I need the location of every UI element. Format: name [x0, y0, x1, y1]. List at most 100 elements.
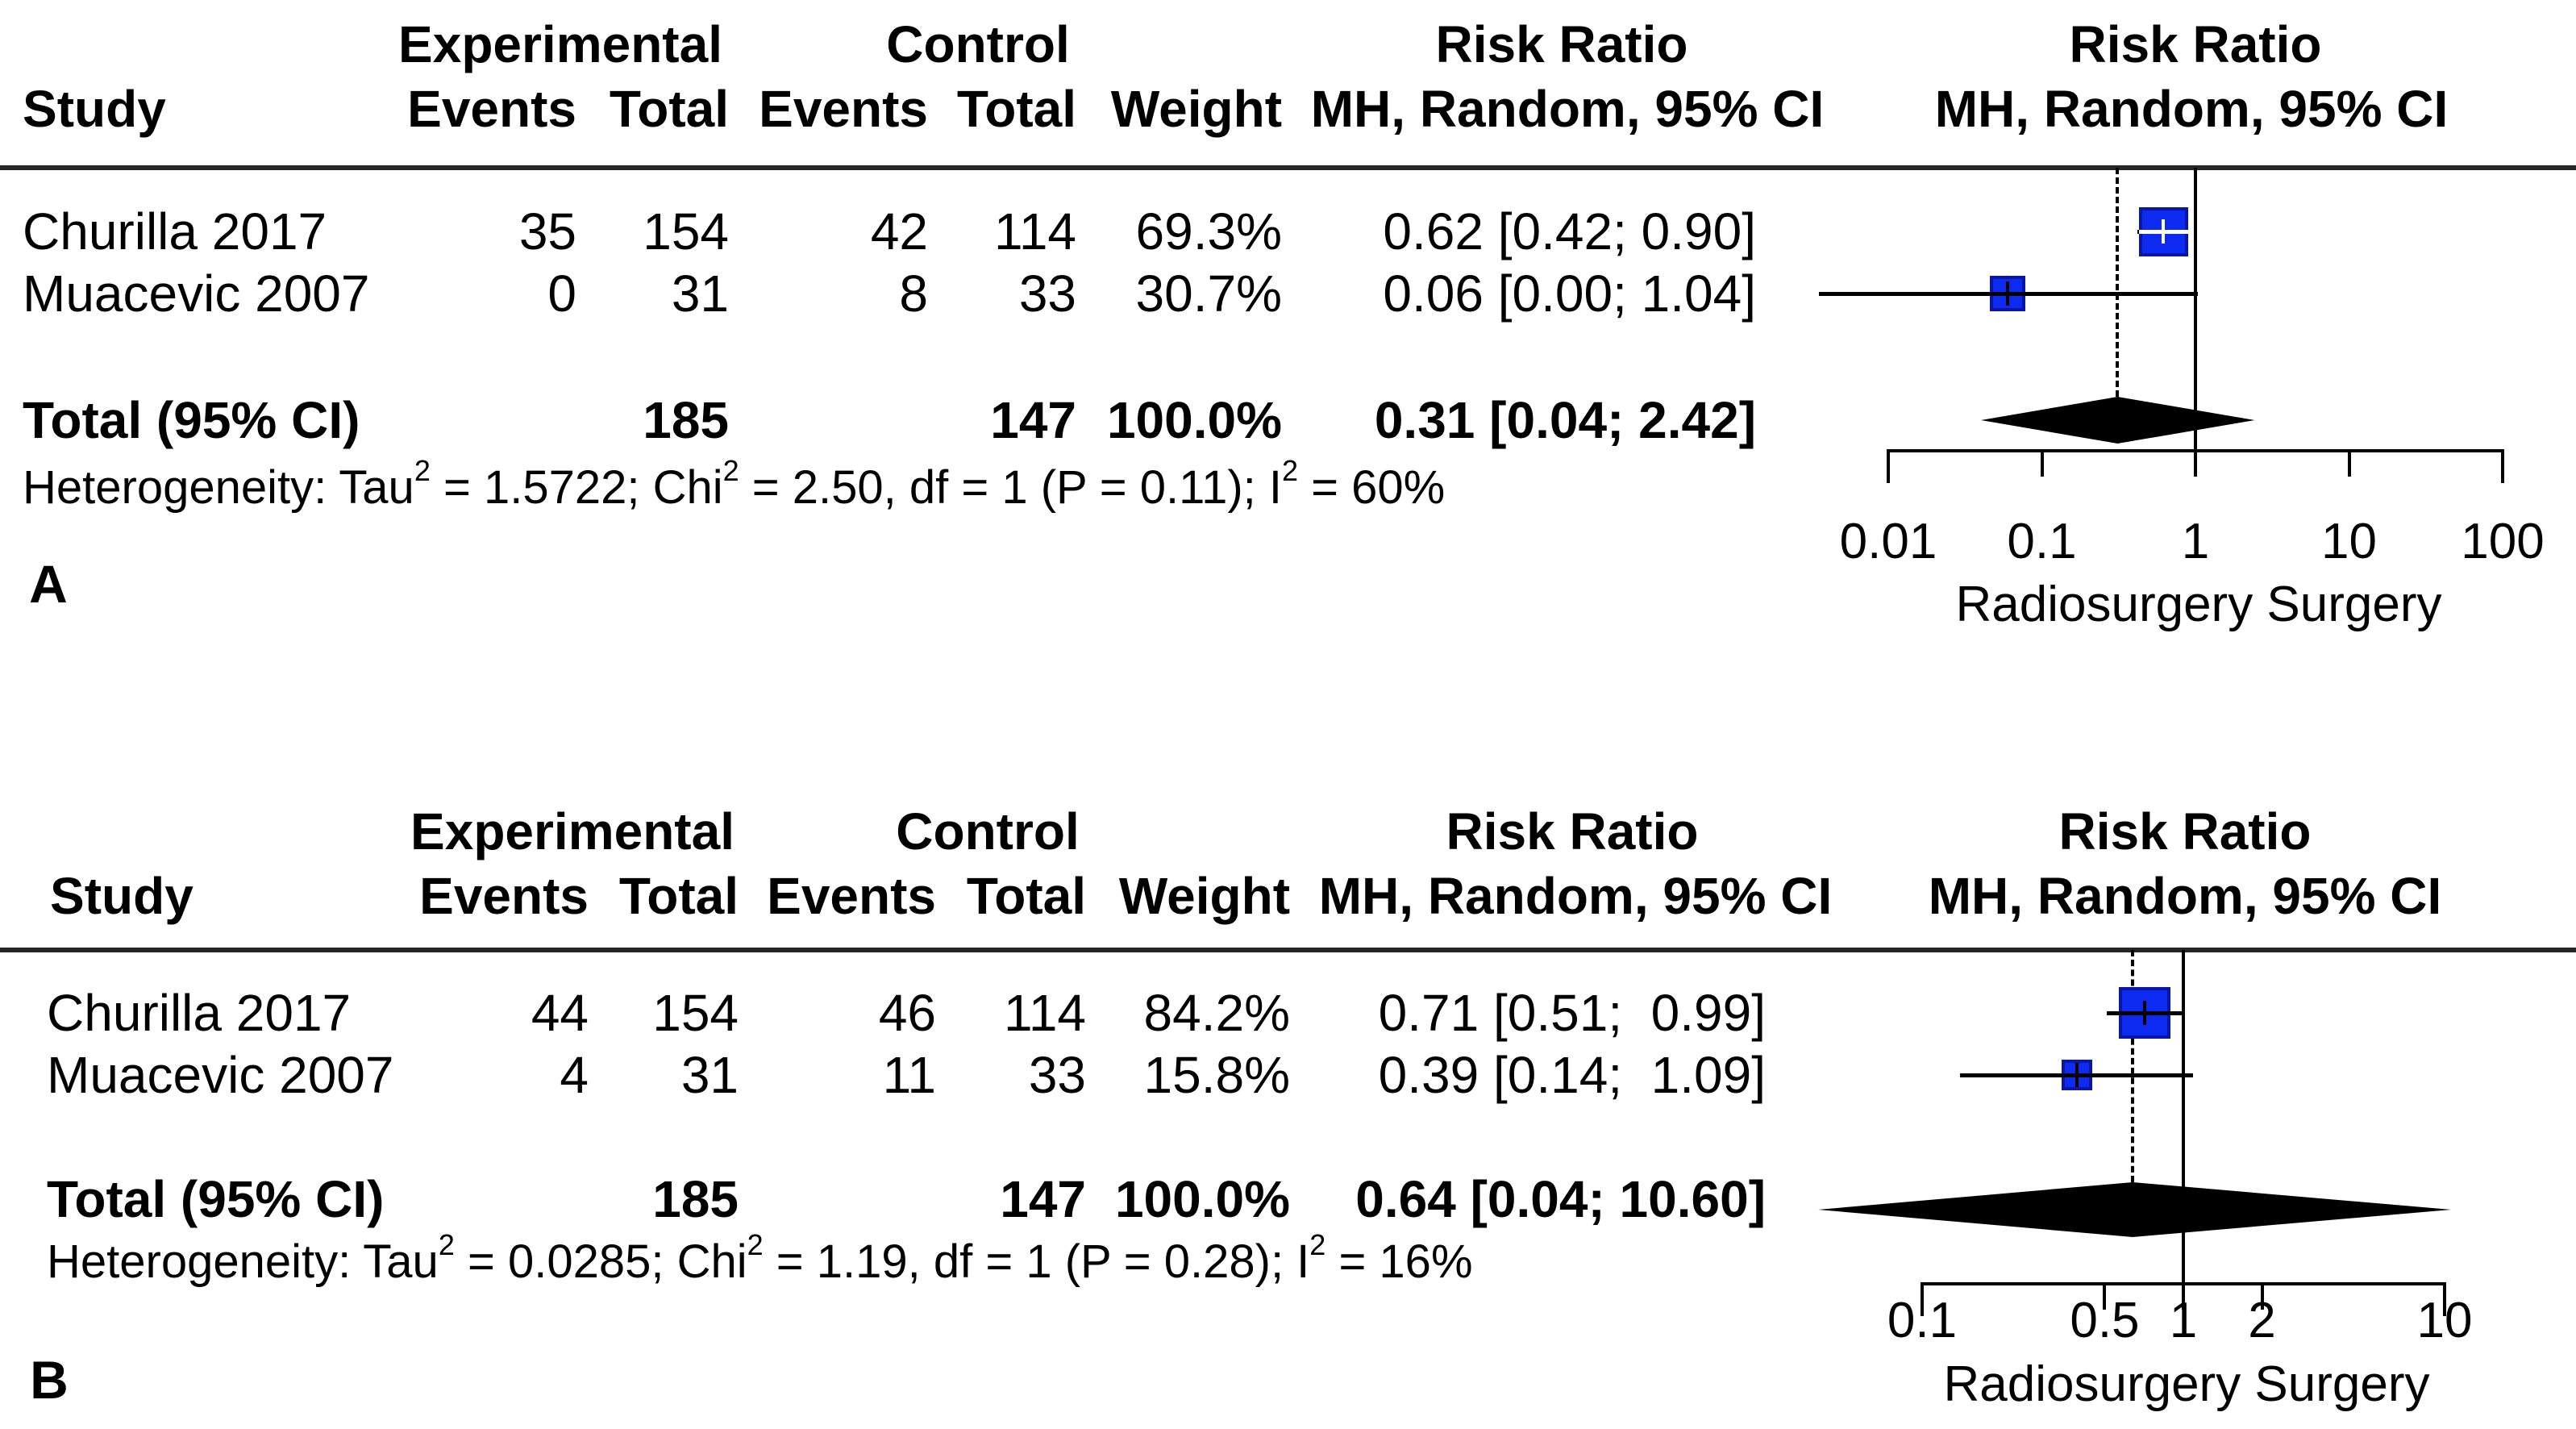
panel-a-header-experimental: Experimental — [398, 15, 722, 73]
panel-b-pooled-diamond — [1818, 1182, 2452, 1237]
panel-a-header-ctrl-events: Events — [759, 80, 928, 138]
panel-a-header-control: Control — [886, 15, 1070, 73]
panel-a-total-rr-ci: 0.31 [0.04; 2.42] — [1374, 391, 1756, 449]
panel-a-heterogeneity: Heterogeneity: Tau2 = 1.5722; Chi2 = 2.5… — [23, 454, 1446, 514]
panel-b-heterogeneity: Heterogeneity: Tau2 = 0.0285; Chi2 = 1.1… — [47, 1228, 1473, 1288]
panel-b-row-study: Churilla 2017 — [47, 984, 352, 1042]
panel-b-plot-header-risk-ratio: Risk Ratio — [2058, 802, 2312, 860]
panel-b-row-weight: 84.2% — [1143, 984, 1290, 1042]
panel-a-point-estimate-tick — [2162, 219, 2166, 244]
panel-a-x-tick-label: 100 — [2461, 514, 2545, 569]
panel-b-pooled-dashed-line — [2131, 950, 2135, 1182]
panel-b-total-ctrl: 147 — [1000, 1170, 1086, 1228]
panel-a-x-axis-tick — [2501, 449, 2504, 483]
panel-a-total-weight: 100.0% — [1106, 391, 1282, 449]
panel-b-row-rr-ci: 0.39 [0.14; 1.09] — [1378, 1046, 1766, 1104]
panel-a-row-ctrl-total: 33 — [1018, 265, 1076, 323]
panel-b-point-estimate-tick — [2075, 1063, 2079, 1087]
panel-a-header-exp-total: Total — [609, 80, 729, 138]
panel-b-header-study: Study — [50, 867, 194, 925]
panel-b-x-axis-label: Radiosurgery Surgery — [1943, 1356, 2430, 1412]
panel-b-row-weight: 15.8% — [1143, 1046, 1290, 1104]
panel-a-x-axis-tick — [2040, 449, 2044, 477]
panel-a-x-axis-label: Radiosurgery Surgery — [1955, 577, 2442, 632]
panel-b-header-method: MH, Random, 95% CI — [1318, 867, 1833, 925]
panel-a-row-ctrl-events: 42 — [870, 202, 928, 260]
panel-a-header-weight: Weight — [1110, 80, 1282, 138]
panel-b-header-weight: Weight — [1118, 867, 1290, 925]
panel-b-x-axis-tick — [2182, 1282, 2185, 1310]
panel-b-header-ctrl-total: Total — [966, 867, 1086, 925]
panel-a-row-exp-total: 31 — [671, 265, 729, 323]
panel-a-x-axis-tick — [2347, 449, 2351, 477]
panel-a-total-ctrl: 147 — [990, 391, 1076, 449]
panel-a-x-tick-label: 0.01 — [1839, 514, 1937, 569]
panel-a-reference-line — [2194, 168, 2197, 449]
panel-b-x-tick-label: 10 — [2416, 1293, 2473, 1348]
panel-b-x-axis-tick — [2443, 1282, 2446, 1316]
panel-a-x-tick-label: 10 — [2321, 514, 2377, 569]
panel-a-row-weight: 69.3% — [1135, 202, 1282, 260]
panel-a-row-weight: 30.7% — [1135, 265, 1282, 323]
panel-a-total-exp: 185 — [643, 391, 729, 449]
panel-a-x-tick-label: 0.1 — [2007, 514, 2077, 569]
panel-b-label: B — [30, 1350, 69, 1410]
panel-a-x-tick-label: 1 — [2181, 514, 2210, 569]
panel-b-x-tick-label: 2 — [2248, 1293, 2276, 1348]
panel-a-point-estimate-tick — [2006, 281, 2010, 306]
panel-b-x-axis-tick — [2103, 1282, 2107, 1310]
panel-b-row-study: Muacevic 2007 — [47, 1046, 394, 1104]
panel-b-row-ctrl-total: 33 — [1028, 1046, 1086, 1104]
panel-b-point-estimate-tick — [2142, 1001, 2146, 1025]
panel-b-x-tick-label: 0.1 — [1887, 1293, 1958, 1348]
panel-b-header-exp-events: Events — [419, 867, 589, 925]
panel-b-plot-header-method: MH, Random, 95% CI — [1928, 867, 2442, 925]
panel-b-header-exp-total: Total — [618, 867, 739, 925]
panel-b-row-ctrl-events: 11 — [882, 1046, 936, 1104]
panel-b-total-weight: 100.0% — [1114, 1170, 1290, 1228]
panel-a-plot-header-risk-ratio: Risk Ratio — [2069, 15, 2322, 73]
panel-b-x-axis-tick — [1921, 1282, 1924, 1316]
panel-b-row-ctrl-total: 114 — [1003, 984, 1086, 1042]
panel-a-row-study: Churilla 2017 — [23, 202, 327, 260]
panel-a-pooled-diamond — [1980, 397, 2255, 444]
panel-b-total-exp: 185 — [652, 1170, 739, 1228]
panel-b-header-control: Control — [896, 802, 1080, 860]
panel-a-row-rr-ci: 0.06 [0.00; 1.04] — [1383, 265, 1756, 323]
panel-b-row-exp-events: 44 — [531, 984, 589, 1042]
panel-a-header-method: MH, Random, 95% CI — [1310, 80, 1825, 138]
panel-b-x-tick-label: 1 — [2169, 1293, 2198, 1348]
panel-a-total-label: Total (95% CI) — [23, 391, 360, 449]
panel-b-header-experimental: Experimental — [410, 802, 735, 860]
panel-b-total-rr-ci: 0.64 [0.04; 10.60] — [1355, 1170, 1766, 1228]
panel-a-row-ctrl-events: 8 — [899, 265, 928, 323]
panel-a-header-rule — [0, 165, 2576, 170]
panel-b-header-ctrl-events: Events — [767, 867, 936, 925]
panel-a-x-axis-tick — [2194, 449, 2197, 477]
panel-a-row-ctrl-total: 114 — [993, 202, 1076, 260]
panel-b-row-exp-total: 154 — [652, 984, 739, 1042]
panel-b-row-exp-events: 4 — [560, 1046, 589, 1104]
panel-a-pooled-dashed-line — [2116, 168, 2120, 397]
panel-b-x-tick-label: 0.5 — [2070, 1293, 2140, 1348]
panel-b-reference-line — [2182, 950, 2185, 1282]
panel-a-header-exp-events: Events — [407, 80, 576, 138]
panel-a-header-study: Study — [23, 80, 166, 138]
panel-a-header-ctrl-total: Total — [956, 80, 1076, 138]
panel-b-x-axis-tick — [2260, 1282, 2264, 1310]
panel-b-row-exp-total: 31 — [680, 1046, 739, 1104]
panel-b-row-ctrl-events: 46 — [878, 984, 936, 1042]
panel-a-header-risk-ratio: Risk Ratio — [1435, 15, 1688, 73]
panel-b-header-risk-ratio: Risk Ratio — [1446, 802, 1699, 860]
panel-a-plot-header-method: MH, Random, 95% CI — [1934, 80, 2449, 138]
panel-a-row-exp-total: 154 — [643, 202, 729, 260]
panel-a-row-exp-events: 0 — [547, 265, 576, 323]
panel-b-header-rule — [0, 948, 2576, 952]
panel-b-row-rr-ci: 0.71 [0.51; 0.99] — [1378, 984, 1766, 1042]
panel-a-x-axis-tick — [1887, 449, 1890, 483]
panel-a-label: A — [29, 554, 68, 614]
panel-a-row-study: Muacevic 2007 — [23, 265, 370, 323]
panel-b-total-label: Total (95% CI) — [47, 1170, 385, 1228]
panel-a-row-exp-events: 35 — [518, 202, 576, 260]
